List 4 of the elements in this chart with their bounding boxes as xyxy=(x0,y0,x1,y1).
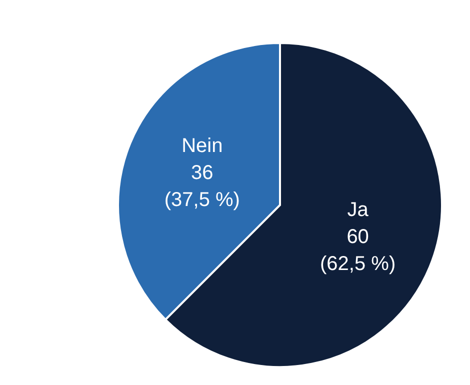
slice-label: Nein xyxy=(182,134,223,157)
data-label: 60 (62,5 %) xyxy=(320,226,396,276)
data-label: 36 (37,5 %) xyxy=(164,162,240,211)
slice-label: Ja xyxy=(347,199,370,222)
